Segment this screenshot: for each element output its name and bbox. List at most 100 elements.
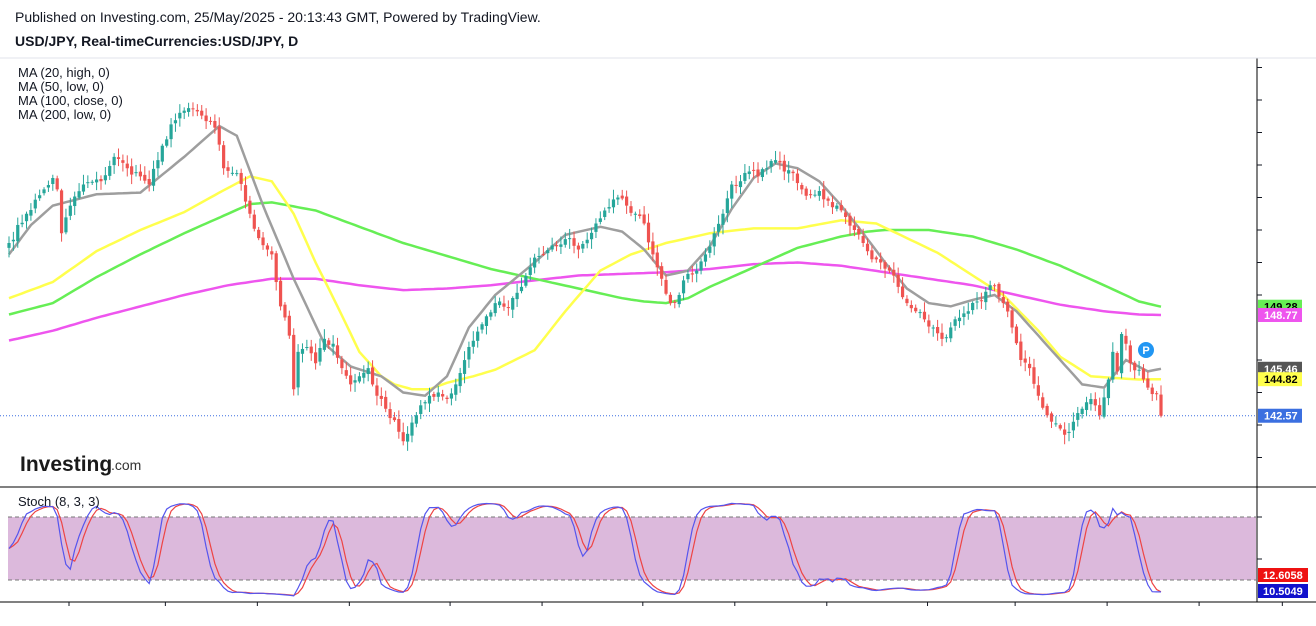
- last-price-badge-value: 142.57: [1264, 411, 1298, 423]
- ma-legend: MA (20, high, 0) MA (50, low, 0) MA (100…: [18, 66, 123, 122]
- candle-body: [476, 331, 480, 341]
- candle-body: [660, 266, 664, 279]
- candle-body: [1032, 367, 1036, 384]
- price-badges: 149.28148.77145.46144.82142.5712.605810.…: [1258, 299, 1308, 598]
- ma-200-price-badge-value: 148.77: [1264, 310, 1298, 322]
- ma-legend-item: MA (100, close, 0): [18, 93, 123, 108]
- candle-body: [64, 217, 68, 233]
- candle-body: [130, 166, 134, 175]
- candle-body: [143, 174, 147, 181]
- candle-body: [55, 178, 59, 190]
- candle-body: [603, 210, 607, 217]
- candle-body: [436, 392, 440, 397]
- candle-body: [1102, 397, 1106, 417]
- candle-body: [165, 139, 169, 146]
- candle-body: [265, 245, 270, 250]
- candle-body: [401, 432, 405, 442]
- candle-body: [81, 184, 86, 192]
- candle-body: [406, 433, 410, 442]
- candle-body: [239, 172, 243, 184]
- candle-body: [1080, 408, 1084, 414]
- stoch-k-badge-value: 10.5049: [1263, 586, 1303, 598]
- ma-200-line: [8, 261, 1162, 342]
- candle-body: [278, 280, 283, 307]
- candle-body: [506, 307, 510, 309]
- candle-body: [839, 205, 843, 211]
- candle-body: [874, 257, 878, 260]
- candle-body: [734, 184, 738, 186]
- candle-body: [673, 301, 677, 303]
- p-marker-icon[interactable]: P: [1138, 342, 1154, 358]
- candle-body: [515, 292, 519, 300]
- candle-body: [305, 347, 309, 348]
- candle-body: [222, 145, 226, 169]
- candle-body: [1141, 368, 1146, 380]
- candle-body: [1036, 385, 1040, 396]
- logo-brand: Investing: [20, 453, 112, 476]
- candle-body: [1146, 378, 1150, 388]
- candle-body: [296, 351, 300, 388]
- candle-body: [270, 251, 274, 255]
- candle-body: [1014, 326, 1019, 344]
- candle-body: [121, 160, 125, 163]
- candle-body: [922, 311, 927, 320]
- candle-body: [322, 338, 326, 350]
- candle-body: [1006, 301, 1010, 312]
- candle-body: [427, 395, 432, 404]
- candle-body: [962, 313, 966, 317]
- candle-body: [11, 239, 15, 242]
- candle-body: [423, 402, 427, 404]
- candle-body: [826, 198, 830, 201]
- candle-body: [335, 345, 340, 358]
- candle-body: [318, 347, 322, 362]
- candle-body: [1019, 341, 1023, 360]
- candle-body: [344, 370, 348, 376]
- candle-body: [73, 196, 77, 207]
- candle-body: [677, 295, 681, 305]
- candle-body: [524, 276, 528, 286]
- candle-body: [896, 274, 900, 287]
- candle-body: [1041, 397, 1045, 408]
- candle-body: [112, 156, 116, 166]
- candle-body: [1150, 387, 1154, 395]
- candle-body: [458, 373, 462, 387]
- stoch-d-badge-bg: [1258, 568, 1308, 582]
- candle-body: [957, 317, 962, 322]
- candle-body: [852, 225, 856, 230]
- candle-body: [835, 205, 839, 209]
- candle-body: [892, 269, 896, 276]
- candle-body: [616, 197, 620, 200]
- candle-body: [331, 343, 335, 347]
- candle-body: [581, 243, 585, 249]
- candle-body: [625, 196, 629, 206]
- candle-body: [808, 194, 813, 196]
- candle-body: [620, 195, 624, 199]
- candle-body: [655, 252, 659, 268]
- candle-body: [349, 375, 353, 385]
- candle-body: [449, 393, 454, 399]
- candle-body: [195, 109, 199, 112]
- candle-body: [90, 181, 94, 183]
- candle-body: [226, 167, 230, 171]
- candle-body: [817, 191, 821, 196]
- candle-body: [813, 194, 817, 196]
- candle-body: [375, 385, 379, 396]
- candle-body: [357, 376, 362, 382]
- candle-body: [362, 372, 366, 378]
- candle-body: [519, 286, 524, 292]
- candle-body: [1137, 369, 1141, 371]
- candle-body: [432, 394, 436, 397]
- candle-body: [681, 280, 686, 294]
- stoch-axis-ticks: [1257, 516, 1262, 560]
- candle-body: [33, 199, 37, 209]
- stoch-k-badge-bg: [1258, 584, 1308, 598]
- candle-body: [664, 279, 668, 294]
- stoch-d-badge-value: 12.6058: [1263, 570, 1303, 582]
- candle-body: [1049, 413, 1054, 422]
- candle-body: [287, 315, 291, 336]
- stoch-k-line: [8, 502, 1161, 597]
- candle-body: [975, 301, 979, 303]
- candle-body: [931, 327, 935, 329]
- candle-body: [1058, 425, 1062, 429]
